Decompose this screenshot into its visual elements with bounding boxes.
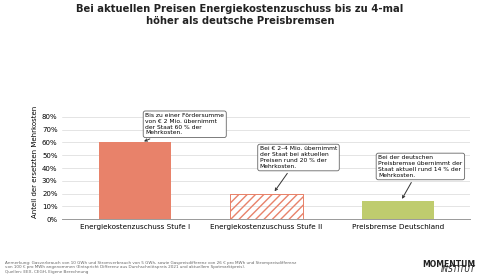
Bar (362, 201, 434, 219)
Y-axis label: Anteil der ersetzten Mehrkosten: Anteil der ersetzten Mehrkosten (32, 105, 38, 218)
Text: Bei der deutschen
Preisbremse übernimmt der
Staat aktuell rund 14 % der
Mehrkost: Bei der deutschen Preisbremse übernimmt … (378, 155, 463, 198)
Text: MOMENTUM: MOMENTUM (422, 259, 475, 269)
Text: Bis zu einer Fördersumme
von € 2 Mio. übernimmt
der Staat 60 % der
Mehrkosten.: Bis zu einer Fördersumme von € 2 Mio. üb… (145, 113, 224, 141)
Bar (230, 194, 302, 219)
Text: INSTITUT: INSTITUT (441, 265, 475, 274)
Text: Bei aktuellen Preisen Energiekostenzuschuss bis zu 4-mal
höher als deutsche Prei: Bei aktuellen Preisen Energiekostenzusch… (76, 4, 404, 26)
Text: Bei € 2–4 Mio. übernimmt
der Staat bei aktuellen
Preisen rund 20 % der
Mehrkoste: Bei € 2–4 Mio. übernimmt der Staat bei a… (260, 146, 337, 190)
Bar (230, 194, 302, 219)
Text: Anmerkung: Gasverbrauch von 10 GWh und Stromverbrauch von 5 GWh, sowie Gaspreisd: Anmerkung: Gasverbrauch von 10 GWh und S… (5, 261, 296, 274)
Bar (98, 142, 171, 219)
